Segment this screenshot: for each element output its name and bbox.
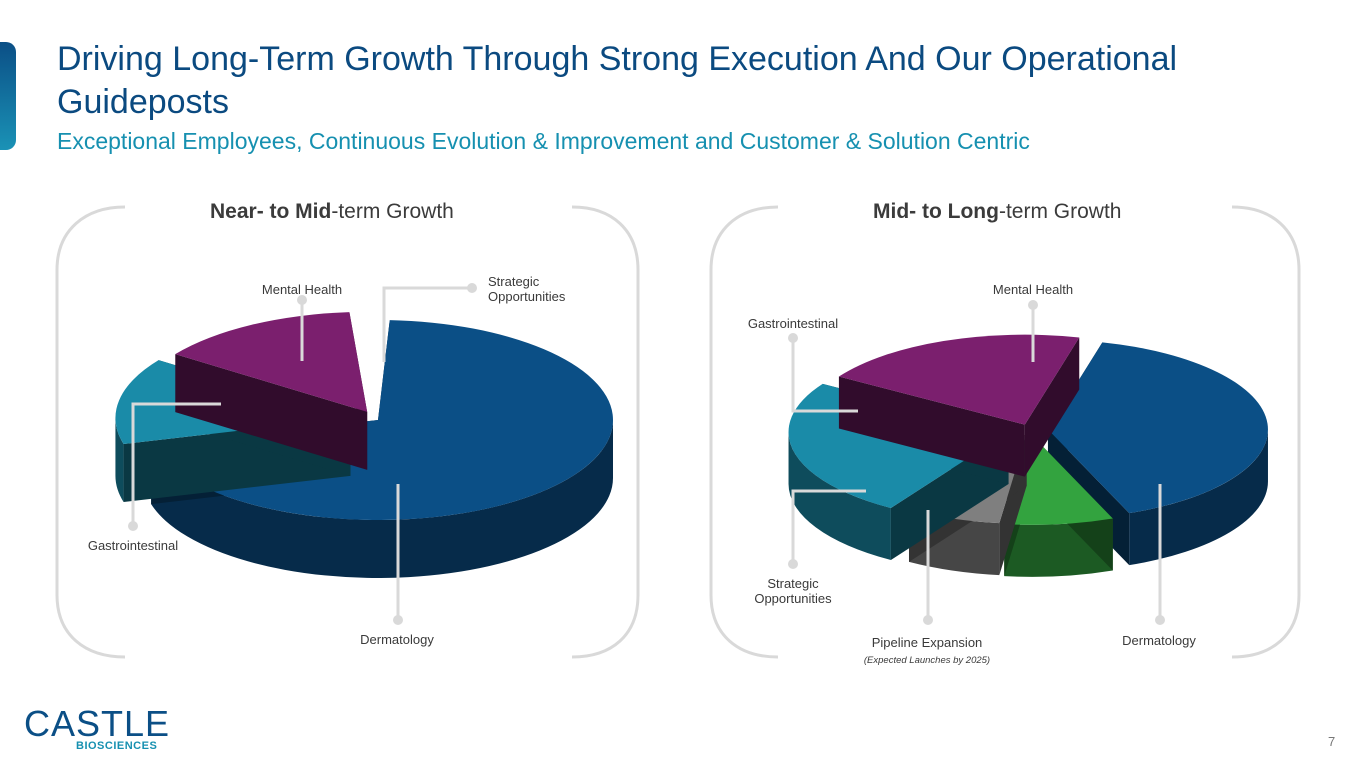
page-subtitle: Exceptional Employees, Continuous Evolut… <box>57 128 1030 154</box>
left-slice-mental-health <box>175 312 368 470</box>
label-left-gastrointestinal: Gastrointestinal <box>88 538 178 553</box>
right-pie <box>788 334 1268 577</box>
left-chart-title-rest: -term Growth <box>331 200 454 223</box>
left-bracket-left <box>55 205 126 659</box>
left-bracket-right <box>571 205 640 659</box>
label-right-pipeline-expansion: Pipeline Expansion <box>872 635 983 650</box>
leader-left-derm <box>393 484 403 625</box>
page-title: Driving Long-Term Growth Through Strong … <box>57 40 1178 121</box>
slice-top <box>1047 342 1268 514</box>
slice-top <box>175 312 368 412</box>
right-bracket-right <box>1231 205 1301 659</box>
bracket-frames <box>55 205 1301 659</box>
label-left-strategic-line2: Opportunities <box>488 289 566 304</box>
label-right-gastrointestinal: Gastrointestinal <box>748 316 838 331</box>
slice-top <box>838 334 1080 425</box>
accent-bar <box>0 42 16 150</box>
right-chart-title-rest: -term Growth <box>998 200 1122 223</box>
left-chart-title-bold: Near- to Mid <box>210 200 332 223</box>
company-logo: CASTLE BIOSCIENCES <box>24 706 174 756</box>
slice-side <box>115 417 124 503</box>
label-left-mental-health: Mental Health <box>262 282 342 297</box>
leader-left-gastro <box>128 402 221 531</box>
slice-side <box>151 420 613 578</box>
slice-side <box>788 431 891 561</box>
label-right-strategic-line2: Opportunities <box>754 591 832 606</box>
leader-right-gastro <box>788 333 858 413</box>
label-left-dermatology: Dermatology <box>360 632 434 647</box>
label-left-strategic-line1: Strategic <box>488 274 540 289</box>
left-chart-title: Near- to Mid-term Growth <box>210 200 454 224</box>
left-pie <box>115 312 613 578</box>
slice-cut <box>1024 337 1080 477</box>
slice-side <box>1129 429 1268 566</box>
slice-cut <box>175 354 368 470</box>
right-chart-title: Mid- to Long-term Growth <box>873 200 1121 224</box>
label-right-strategic-line1: Strategic <box>767 576 819 591</box>
logo-subtitle: BIOSCIENCES <box>76 740 158 752</box>
right-slice-mental-health <box>838 334 1080 477</box>
leader-left-mental <box>297 295 307 361</box>
leader-right-strategic <box>788 489 866 569</box>
right-bracket-left <box>709 205 779 659</box>
right-chart-title-bold: Mid- to Long <box>873 200 999 223</box>
label-right-pipeline-note: (Expected Launches by 2025) <box>864 655 990 666</box>
label-right-mental-health: Mental Health <box>993 282 1073 297</box>
leader-right-pipeline <box>923 510 933 625</box>
logo-word: CASTLE <box>24 703 171 744</box>
leader-right-mental <box>1028 300 1038 362</box>
leader-right-derm <box>1155 484 1165 625</box>
page-number: 7 <box>1328 734 1336 749</box>
leader-left-strategic <box>382 283 477 362</box>
label-right-dermatology: Dermatology <box>1122 633 1196 648</box>
slice-cut <box>838 376 1025 477</box>
pie-labels: Mental HealthStrategicOpportunitiesGastr… <box>88 274 1197 666</box>
